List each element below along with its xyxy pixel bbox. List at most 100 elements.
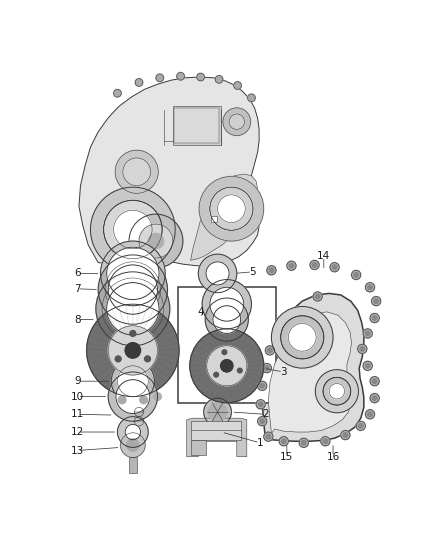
Text: 12: 12: [71, 427, 84, 437]
Circle shape: [272, 306, 333, 368]
Circle shape: [258, 417, 267, 426]
Circle shape: [208, 403, 227, 421]
Circle shape: [140, 396, 148, 403]
Bar: [212, 216, 217, 222]
Circle shape: [281, 316, 324, 359]
Circle shape: [371, 296, 381, 306]
Circle shape: [210, 287, 244, 321]
Circle shape: [312, 263, 317, 267]
Polygon shape: [191, 174, 258, 260]
Circle shape: [260, 419, 265, 424]
Circle shape: [372, 316, 377, 320]
Circle shape: [130, 330, 136, 336]
Circle shape: [323, 439, 328, 443]
Bar: [191, 421, 240, 440]
Circle shape: [135, 78, 143, 86]
Circle shape: [370, 393, 379, 403]
Circle shape: [218, 195, 245, 223]
Circle shape: [367, 285, 372, 289]
Circle shape: [118, 396, 126, 403]
Circle shape: [123, 158, 151, 185]
Circle shape: [148, 233, 164, 249]
Circle shape: [108, 372, 158, 421]
Text: 16: 16: [326, 451, 340, 462]
Circle shape: [269, 268, 274, 273]
Circle shape: [256, 400, 265, 409]
Circle shape: [268, 348, 272, 353]
Circle shape: [134, 407, 144, 417]
Circle shape: [365, 282, 374, 292]
Circle shape: [113, 210, 152, 249]
Circle shape: [237, 368, 242, 373]
Circle shape: [91, 187, 175, 272]
Circle shape: [258, 402, 263, 407]
Circle shape: [120, 433, 145, 457]
Circle shape: [113, 90, 121, 97]
Circle shape: [372, 379, 377, 384]
Circle shape: [204, 398, 231, 426]
Circle shape: [107, 247, 159, 300]
Circle shape: [205, 298, 248, 341]
Circle shape: [139, 224, 173, 258]
Text: 3: 3: [280, 367, 286, 377]
Circle shape: [315, 370, 358, 413]
Text: 1: 1: [257, 438, 263, 448]
Circle shape: [87, 304, 179, 397]
Circle shape: [215, 76, 223, 83]
Circle shape: [363, 329, 372, 338]
Polygon shape: [262, 294, 364, 441]
Circle shape: [223, 108, 251, 135]
Circle shape: [213, 306, 240, 334]
Circle shape: [117, 417, 148, 447]
Circle shape: [202, 280, 251, 329]
Text: 10: 10: [71, 392, 84, 401]
Circle shape: [198, 254, 237, 293]
Circle shape: [247, 94, 255, 102]
Circle shape: [264, 432, 273, 441]
Circle shape: [206, 262, 229, 285]
Circle shape: [365, 410, 374, 419]
Circle shape: [125, 424, 141, 440]
Circle shape: [222, 350, 227, 354]
Circle shape: [115, 356, 121, 362]
Circle shape: [262, 364, 272, 373]
Circle shape: [234, 82, 241, 90]
Circle shape: [103, 200, 162, 259]
Circle shape: [103, 200, 162, 259]
Circle shape: [207, 346, 247, 386]
Circle shape: [145, 356, 150, 362]
Circle shape: [365, 331, 370, 336]
Circle shape: [282, 439, 286, 443]
Text: 7: 7: [74, 284, 81, 294]
Circle shape: [363, 361, 372, 370]
Circle shape: [352, 270, 361, 280]
Bar: [173, 106, 221, 145]
Circle shape: [354, 273, 358, 277]
Circle shape: [330, 263, 339, 272]
Circle shape: [279, 437, 288, 446]
Circle shape: [360, 346, 364, 351]
Circle shape: [356, 421, 365, 431]
Circle shape: [108, 265, 158, 314]
Circle shape: [190, 329, 264, 403]
Circle shape: [299, 438, 308, 447]
Circle shape: [323, 377, 351, 405]
Circle shape: [365, 364, 370, 368]
Bar: [129, 457, 137, 473]
Circle shape: [313, 292, 322, 301]
Bar: [191, 440, 206, 455]
Circle shape: [221, 360, 233, 372]
Circle shape: [341, 431, 350, 440]
Polygon shape: [187, 418, 247, 457]
Circle shape: [154, 393, 161, 400]
Text: 9: 9: [74, 376, 81, 386]
Circle shape: [358, 424, 363, 428]
Text: 14: 14: [317, 252, 330, 262]
Circle shape: [199, 176, 264, 241]
Text: 5: 5: [249, 267, 255, 277]
Circle shape: [98, 255, 167, 324]
Circle shape: [258, 381, 267, 391]
Circle shape: [367, 412, 372, 417]
Circle shape: [116, 379, 150, 414]
Bar: [177, 287, 276, 403]
